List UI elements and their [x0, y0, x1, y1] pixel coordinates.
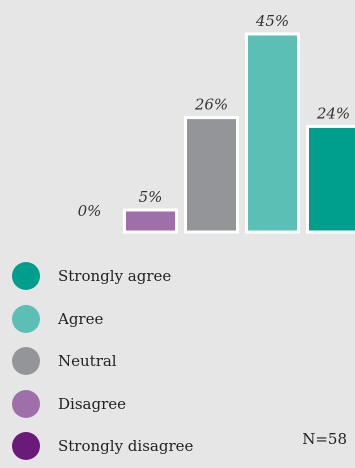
bar-value-label: 26%: [194, 96, 228, 114]
legend-swatch: [12, 262, 40, 290]
legend-label: Agree: [58, 310, 103, 328]
bar-value-label: 0%: [78, 202, 102, 220]
legend-label: Neutral: [58, 352, 117, 370]
bar-agree: [247, 34, 299, 232]
bar-strongly-agree: [308, 126, 355, 232]
chart-legend: Strongly agree Agree Neutral Disagree Strong…: [12, 255, 352, 468]
legend-label: Strongly agree: [58, 267, 171, 285]
bar-chart: 0% 5% 26% 45% 24%: [0, 0, 355, 250]
legend-label: Disagree: [58, 395, 126, 413]
legend-swatch: [12, 432, 40, 460]
legend-item: Strongly agree: [12, 255, 352, 298]
bar-value-label: 45%: [255, 12, 289, 30]
legend-item: Neutral: [12, 340, 352, 383]
legend-swatch: [12, 347, 40, 375]
legend-item: Disagree: [12, 383, 352, 426]
legend-item: Strongly disagree: [12, 425, 352, 468]
legend-label: Strongly disagree: [58, 437, 193, 455]
bar-disagree: [125, 210, 177, 232]
legend-swatch: [12, 305, 40, 333]
bar-value-label: 24%: [316, 104, 350, 122]
legend-swatch: [12, 390, 40, 418]
legend-item: Agree: [12, 298, 352, 341]
bar-neutral: [186, 118, 238, 232]
bar-value-label: 5%: [139, 188, 163, 206]
sample-size-label: N=58: [302, 430, 347, 448]
